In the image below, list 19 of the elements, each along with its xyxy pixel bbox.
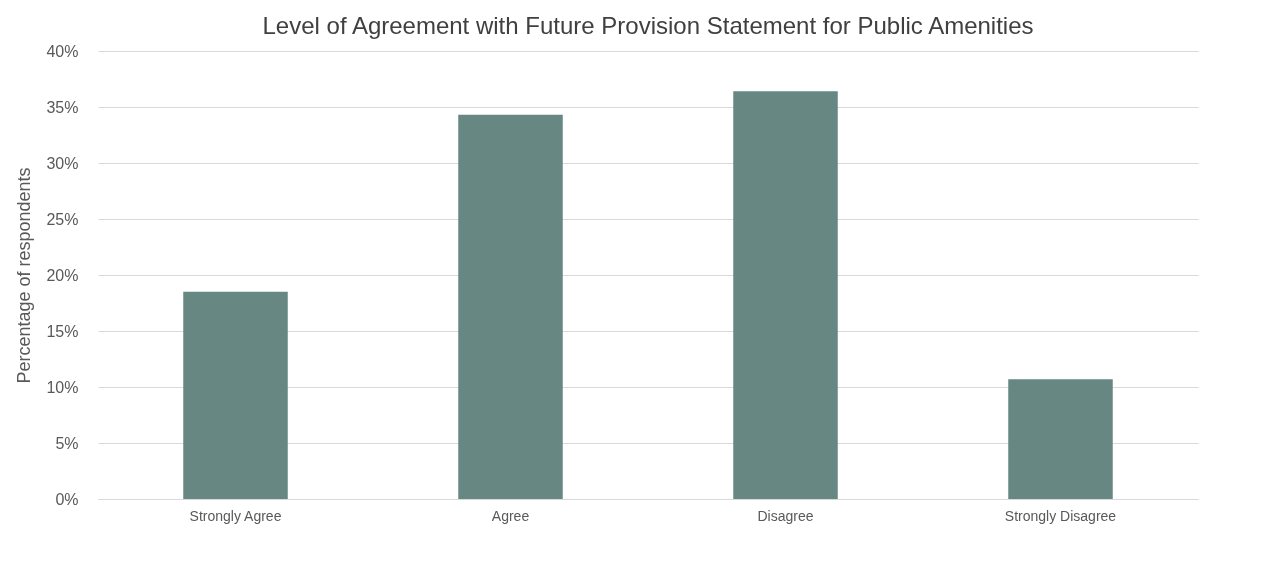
bar bbox=[458, 114, 563, 499]
chart-title: Level of Agreement with Future Provision Statement for Public Amenities bbox=[262, 12, 1034, 39]
x-tick-label: Strongly Agree bbox=[189, 507, 282, 524]
x-tick-label: Agree bbox=[491, 507, 530, 524]
y-tick-label: 25% bbox=[46, 210, 79, 228]
x-tick-label: Strongly Disagree bbox=[1004, 507, 1117, 524]
y-tick-label: 40% bbox=[46, 42, 79, 60]
y-tick-label: 5% bbox=[55, 434, 79, 452]
y-axis-title: Percentage of respondents bbox=[14, 167, 35, 384]
y-tick-label: 10% bbox=[46, 378, 79, 396]
x-tick-label: Disagree bbox=[757, 507, 814, 524]
bar bbox=[1008, 379, 1113, 499]
bar bbox=[733, 91, 838, 499]
y-tick-label: 35% bbox=[46, 98, 79, 116]
bar bbox=[183, 291, 288, 499]
y-tick-label: 0% bbox=[55, 490, 79, 508]
y-tick-label: 20% bbox=[46, 266, 79, 284]
y-tick-label: 15% bbox=[46, 322, 79, 340]
y-tick-label: 30% bbox=[46, 154, 79, 172]
